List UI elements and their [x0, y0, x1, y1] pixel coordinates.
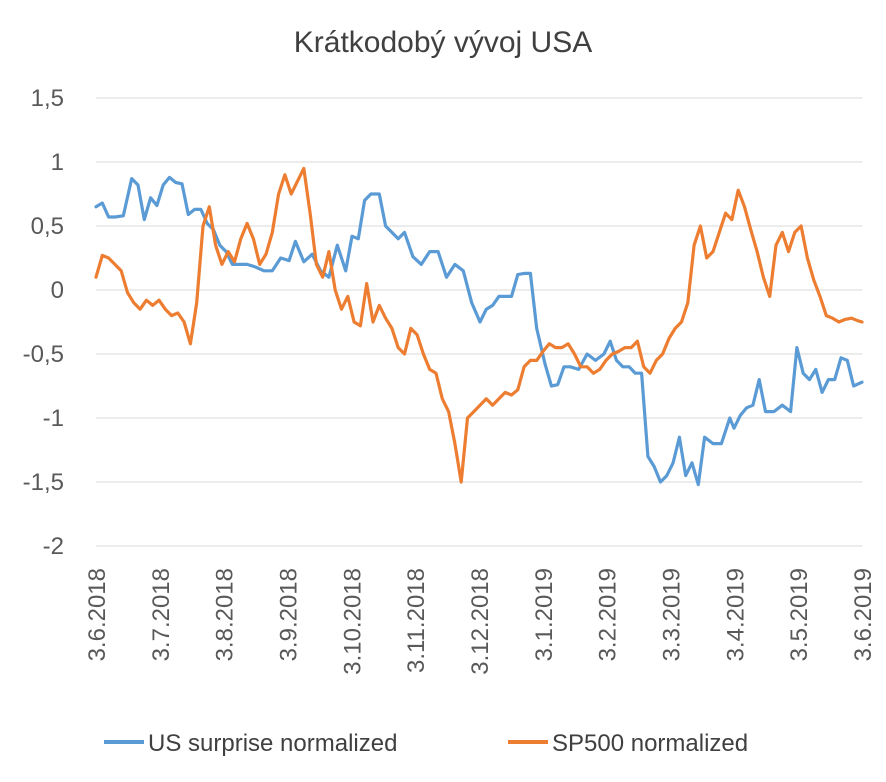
x-tick-label: 3.9.2018	[276, 568, 303, 661]
chart-title: Krátkodobý vývoj USA	[294, 26, 592, 59]
x-tick-label: 3.6.2018	[84, 568, 111, 661]
legend-label: SP500 normalized	[552, 730, 748, 757]
series-lines	[94, 166, 864, 487]
x-tick-label: 3.2.2019	[595, 568, 622, 661]
y-tick-label: -1	[43, 405, 64, 432]
x-tick-label: 3.12.2018	[467, 568, 494, 675]
x-tick-label: 3.7.2018	[148, 568, 175, 661]
series-line-us-surprise	[94, 175, 864, 487]
x-tick-label: 3.5.2019	[786, 568, 813, 661]
y-tick-label: -1,5	[23, 469, 64, 496]
x-axis-ticks: 3.6.2018 3.7.2018 3.8.2018 3.9.2018 3.10.201…	[84, 568, 877, 675]
series-line-sp500	[94, 166, 864, 484]
y-tick-label: 0	[51, 277, 64, 304]
y-tick-label: 1	[51, 149, 64, 176]
y-tick-label: 0,5	[31, 213, 64, 240]
legend: US surprise normalized SP500 normalized	[104, 730, 748, 757]
x-tick-label: 3.1.2019	[531, 568, 558, 661]
y-tick-label: -2	[43, 533, 64, 560]
x-tick-label: 3.8.2018	[212, 568, 239, 661]
y-tick-label: 1,5	[31, 85, 64, 112]
x-tick-label: 3.10.2018	[339, 568, 366, 675]
x-tick-label: 3.4.2019	[722, 568, 749, 661]
legend-label: US surprise normalized	[148, 730, 397, 757]
y-axis-ticks: 1,5 1 0,5 0 -0,5 -1 -1,5 -2	[23, 85, 64, 560]
gridlines	[96, 97, 862, 547]
x-tick-label: 3.3.2019	[659, 568, 686, 661]
x-tick-label: 3.11.2018	[403, 568, 430, 673]
x-tick-label: 3.6.2019	[850, 568, 877, 661]
y-tick-label: -0,5	[23, 341, 64, 368]
